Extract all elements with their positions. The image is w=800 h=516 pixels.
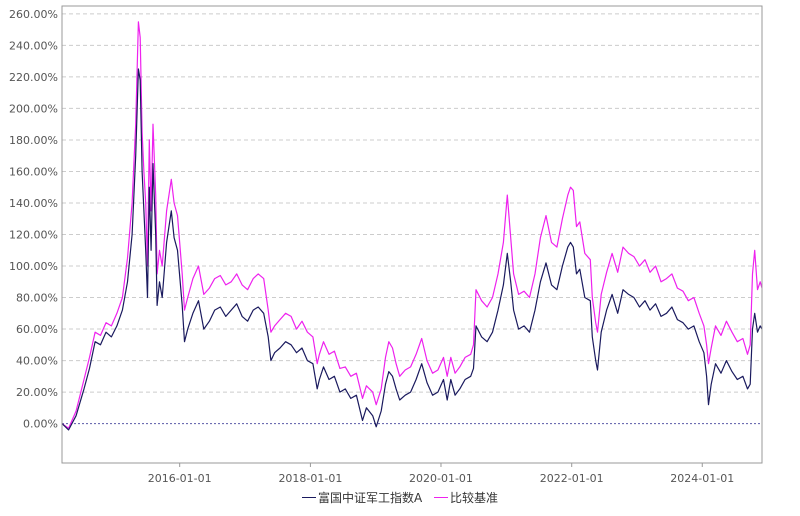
x-tick-label: 2020-01-01 [409, 472, 473, 485]
x-tick-label: 2018-01-01 [278, 472, 342, 485]
y-tick-label: 220.00% [9, 71, 58, 84]
y-tick-label: 60.00% [16, 323, 58, 336]
grid-layer [62, 13, 762, 425]
x-tick-label: 2022-01-01 [540, 472, 604, 485]
series-layer [61, 21, 763, 431]
legend: 富国中证军工指数A 比较基准 [0, 489, 800, 506]
y-tick-label: 20.00% [16, 386, 58, 399]
y-tick-label: 200.00% [9, 102, 58, 115]
y-tick-label: 40.00% [16, 355, 58, 368]
y-tick-label: 240.00% [9, 39, 58, 52]
y-axis-ticks: 0.00% 20.00% 40.00% 60.00% 80.00% 100.00% 120.… [9, 8, 58, 431]
series-line-benchmark [61, 21, 763, 429]
legend-label-fund: 富国中证军工指数A [317, 491, 423, 505]
y-tick-label: 160.00% [9, 165, 58, 178]
legend-swatch-benchmark [434, 497, 449, 498]
legend-label-benchmark: 比较基准 [450, 491, 499, 505]
y-tick-label: 260.00% [9, 8, 58, 21]
y-tick-label: 120.00% [9, 229, 58, 242]
y-tick-label: 180.00% [9, 134, 58, 147]
y-tick-label: 0.00% [23, 418, 58, 431]
x-tick-label: 2016-01-01 [148, 472, 212, 485]
y-tick-label: 100.00% [9, 260, 58, 273]
x-tick-label: 2024-01-01 [670, 472, 734, 485]
legend-item-fund[interactable]: 富国中证军工指数A [301, 489, 423, 506]
series-line-fund [61, 68, 763, 431]
x-axis-ticks: 2016-01-01 2018-01-01 2020-01-01 2022-01-01… [148, 463, 734, 485]
y-tick-label: 140.00% [9, 197, 58, 210]
legend-item-benchmark[interactable]: 比较基准 [434, 489, 498, 506]
legend-swatch-fund [301, 497, 316, 498]
y-tick-label: 80.00% [16, 292, 58, 305]
plot-frame [61, 5, 763, 464]
